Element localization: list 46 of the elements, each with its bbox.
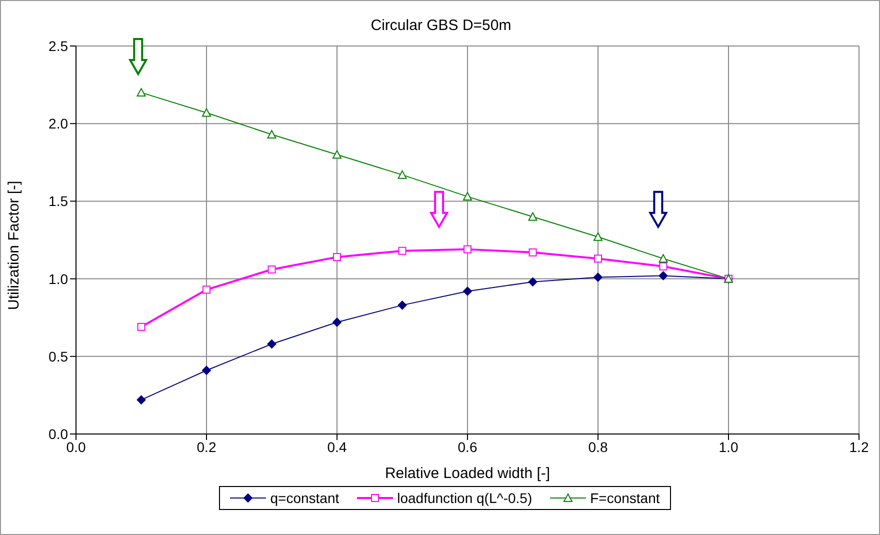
point <box>332 150 342 159</box>
y-tick-label: 1.0 <box>48 270 68 287</box>
point <box>528 277 538 286</box>
point <box>398 300 407 310</box>
point <box>202 366 211 375</box>
y-tick-label: 2.5 <box>48 38 68 54</box>
point <box>136 88 146 97</box>
y-tick-label: 1.5 <box>48 193 68 210</box>
point <box>268 265 276 274</box>
x-tick-label: 1.2 <box>849 438 869 455</box>
x-tick-label: 0.2 <box>196 438 216 455</box>
x-tick-label: 0.6 <box>458 438 478 455</box>
point <box>463 286 472 296</box>
point <box>528 248 537 256</box>
point <box>658 254 668 263</box>
x-tick-label: 0.0 <box>66 438 86 455</box>
y-tick-label: 2.0 <box>48 116 68 132</box>
point <box>202 286 210 294</box>
point <box>594 272 602 282</box>
x-axis-title: Relative Loaded width [-] <box>384 465 550 482</box>
x-tick-label: 0.8 <box>588 438 608 455</box>
legend-label: loadfunction q(L^-0.5) <box>396 490 532 506</box>
point <box>332 318 342 327</box>
point <box>463 192 472 201</box>
legend-label: F=constant <box>589 490 660 506</box>
chart-title: Circular GBS D=50m <box>370 17 512 34</box>
legend-label: q=constant <box>269 490 340 506</box>
point <box>594 232 602 241</box>
y-axis-title: Utilization Factor [-] <box>5 180 22 310</box>
point <box>528 212 538 221</box>
point <box>267 339 276 348</box>
point <box>136 395 146 404</box>
point <box>398 246 406 255</box>
point <box>594 254 602 263</box>
point <box>202 108 211 117</box>
x-tick-label: 1.0 <box>718 438 738 455</box>
point <box>658 271 668 280</box>
point <box>464 245 472 254</box>
point <box>137 322 146 331</box>
point <box>333 253 341 262</box>
point <box>267 130 276 138</box>
x-tick-label: 0.4 <box>327 438 347 455</box>
y-tick-label: 0.0 <box>48 426 68 442</box>
point <box>398 170 407 179</box>
point <box>659 262 668 270</box>
y-tick-label: 0.5 <box>48 348 68 364</box>
